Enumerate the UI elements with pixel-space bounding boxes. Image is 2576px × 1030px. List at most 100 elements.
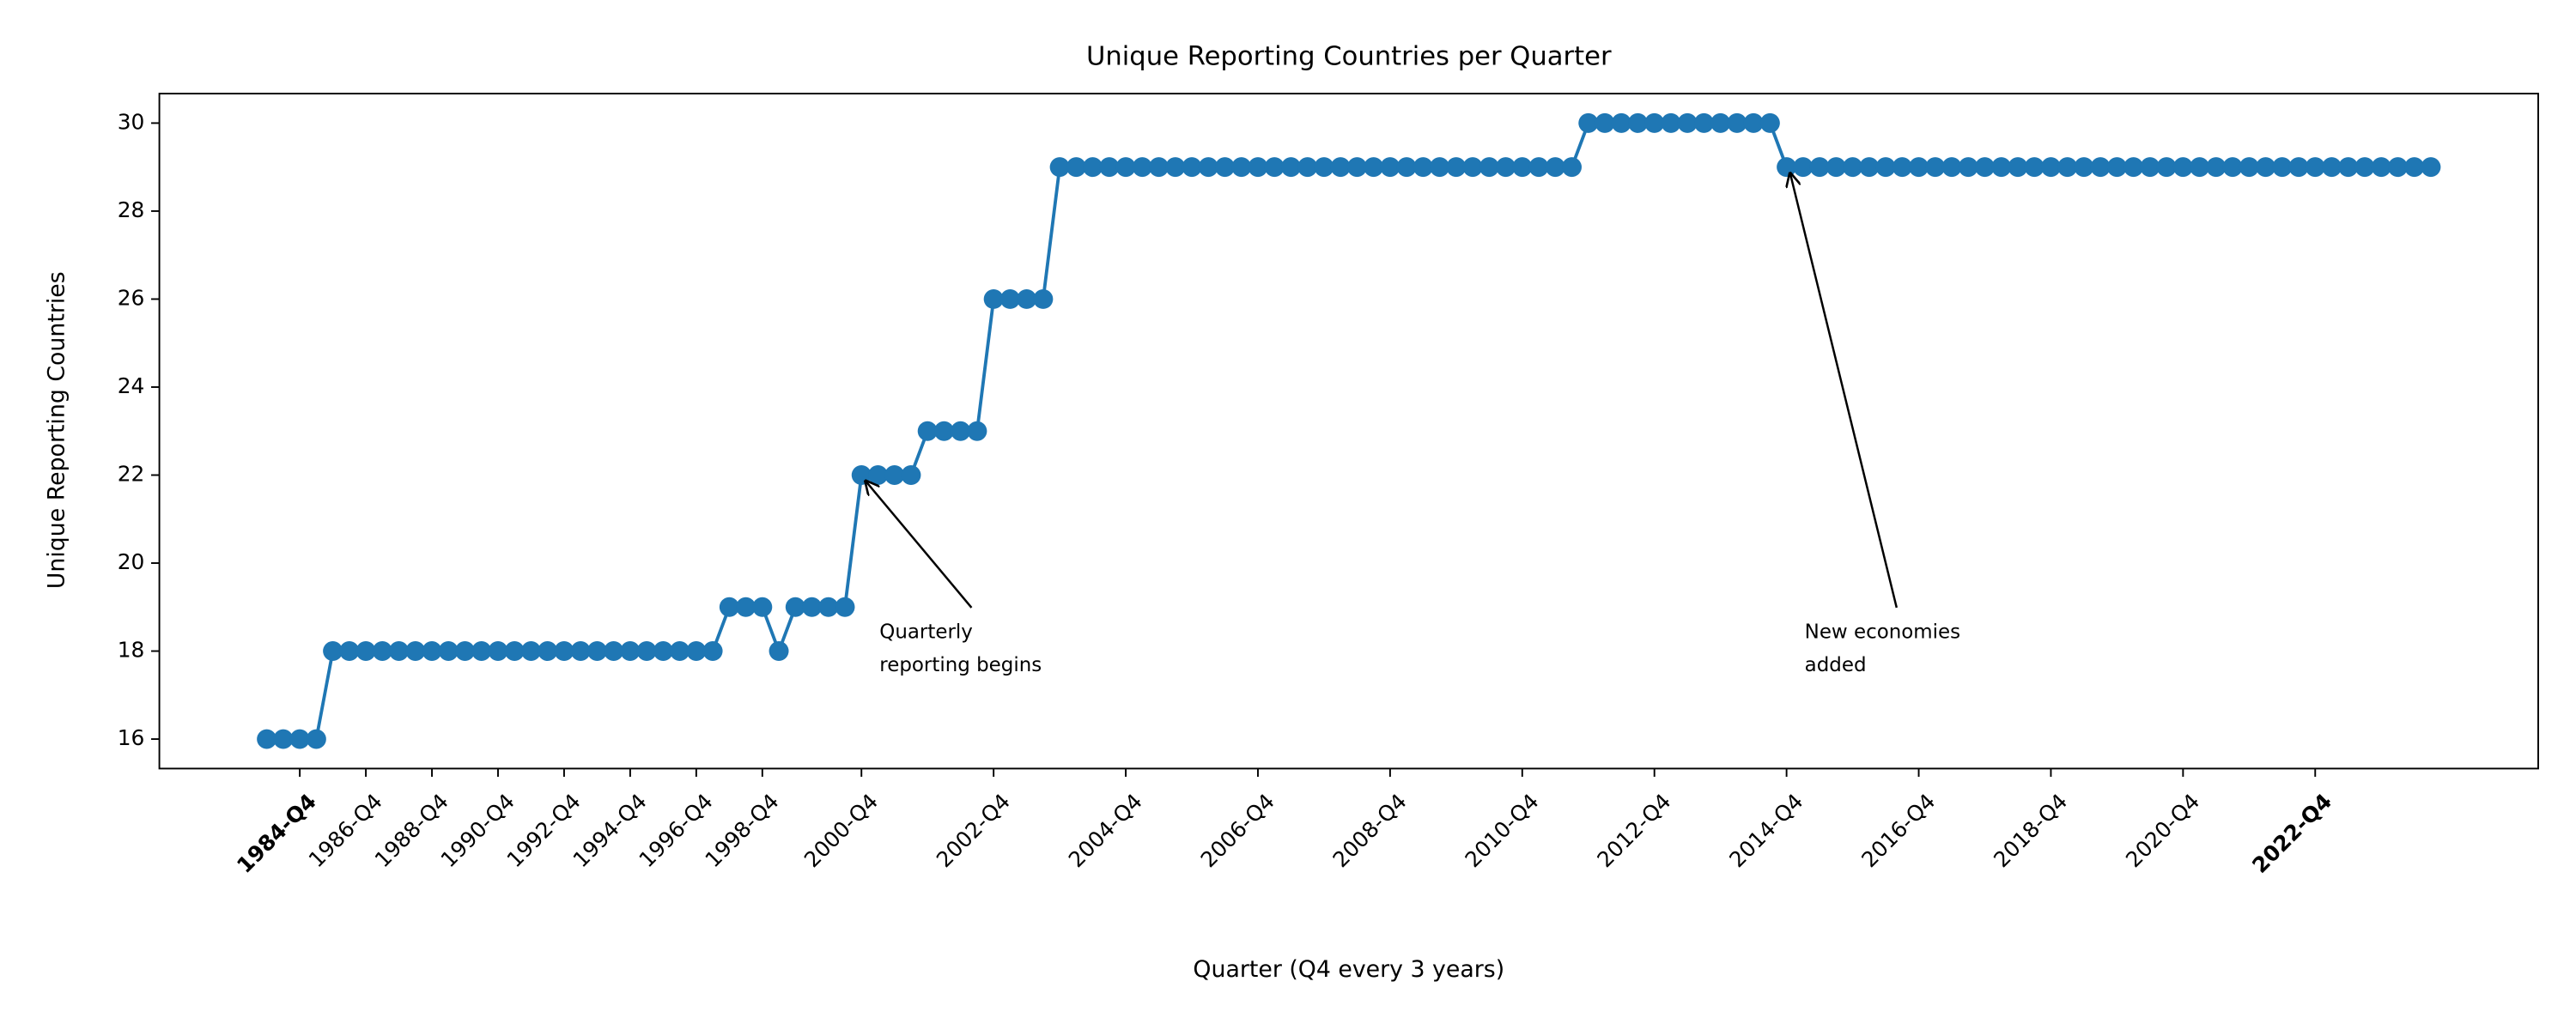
data-point: [1975, 157, 1995, 178]
data-point: [1512, 157, 1533, 178]
data-point: [306, 729, 326, 749]
data-point: [389, 641, 410, 662]
annotation-arrow: [865, 480, 973, 609]
data-point: [653, 641, 673, 662]
data-point: [1611, 112, 1631, 133]
annotation-arrow: [1789, 172, 1899, 609]
data-point: [1314, 157, 1334, 178]
x-axis-label: Quarter (Q4 every 3 years): [1193, 956, 1504, 983]
data-point: [2288, 157, 2309, 178]
data-point: [2172, 157, 2193, 178]
data-point: [752, 597, 773, 617]
data-point: [2156, 157, 2177, 178]
data-point: [1843, 157, 1863, 178]
data-point: [570, 641, 591, 662]
data-point: [1280, 157, 1301, 178]
data-point: [802, 597, 823, 617]
data-point: [257, 729, 277, 749]
data-point: [1231, 157, 1252, 178]
data-point: [1149, 157, 1170, 178]
data-point: [2090, 157, 2111, 178]
data-point: [1115, 157, 1136, 178]
data-point: [818, 597, 839, 617]
data-point: [2256, 157, 2276, 178]
data-point: [983, 288, 1004, 309]
data-point: [670, 641, 690, 662]
data-point: [1364, 157, 1384, 178]
data-point: [1595, 112, 1615, 133]
data-point: [1099, 157, 1120, 178]
x-tick-label: 2010-Q4: [1460, 789, 1543, 872]
chart-title: Unique Reporting Countries per Quarter: [1086, 41, 1612, 71]
data-point: [2040, 157, 2061, 178]
data-point: [1446, 157, 1467, 178]
data-point: [2222, 157, 2243, 178]
data-point: [1693, 112, 1714, 133]
data-point: [917, 421, 938, 441]
y-tick-label: 28: [118, 197, 145, 222]
data-point: [2140, 157, 2160, 178]
data-point: [2322, 157, 2342, 178]
data-point: [2305, 157, 2325, 178]
data-point: [1297, 157, 1318, 178]
data-point: [1182, 157, 1202, 178]
data-point: [1083, 157, 1103, 178]
x-tick-label: 2018-Q4: [1989, 789, 2072, 872]
x-tick-label: 2012-Q4: [1592, 789, 1675, 872]
data-point: [736, 597, 756, 617]
x-tick-label: 2000-Q4: [799, 789, 883, 872]
data-point: [1909, 157, 1929, 178]
data-point: [1627, 112, 1648, 133]
data-point: [2024, 157, 2044, 178]
data-point: [967, 421, 987, 441]
data-point: [951, 421, 971, 441]
data-point: [719, 597, 739, 617]
data-point: [884, 465, 905, 485]
data-point: [2008, 157, 2028, 178]
data-point: [2190, 157, 2210, 178]
data-point: [1430, 157, 1450, 178]
data-point: [1132, 157, 1152, 178]
data-point: [1017, 288, 1037, 309]
y-tick-label: 16: [118, 725, 145, 750]
data-point: [999, 288, 1020, 309]
data-point: [702, 641, 723, 662]
data-point: [504, 641, 525, 662]
data-point: [1215, 157, 1235, 178]
data-point: [538, 641, 558, 662]
data-point: [1033, 288, 1054, 309]
data-point: [1479, 157, 1499, 178]
data-point: [586, 641, 607, 662]
data-point: [2272, 157, 2293, 178]
data-point: [1264, 157, 1285, 178]
data-point: [1248, 157, 1268, 178]
y-tick-label: 26: [118, 285, 145, 310]
data-point: [1330, 157, 1351, 178]
data-point: [1677, 112, 1698, 133]
data-point: [1545, 157, 1565, 178]
data-point: [2354, 157, 2375, 178]
y-tick-label: 20: [118, 549, 145, 574]
data-point: [273, 729, 294, 749]
data-point: [785, 597, 805, 617]
data-point: [1991, 157, 2012, 178]
y-tick-label: 24: [118, 373, 145, 398]
data-point: [289, 729, 310, 749]
data-point: [455, 641, 475, 662]
data-point: [1958, 157, 1978, 178]
data-point: [769, 641, 789, 662]
data-point: [686, 641, 707, 662]
data-point: [339, 641, 360, 662]
data-point: [835, 597, 855, 617]
data-point: [1892, 157, 1912, 178]
y-tick-label: 22: [118, 461, 145, 486]
y-tick-label: 18: [118, 638, 145, 663]
data-point: [488, 641, 508, 662]
data-point: [1826, 157, 1846, 178]
x-tick-label: 2016-Q4: [1856, 789, 1940, 872]
data-point: [1380, 157, 1400, 178]
x-tick-label: 2006-Q4: [1196, 789, 1279, 872]
data-point: [520, 641, 541, 662]
